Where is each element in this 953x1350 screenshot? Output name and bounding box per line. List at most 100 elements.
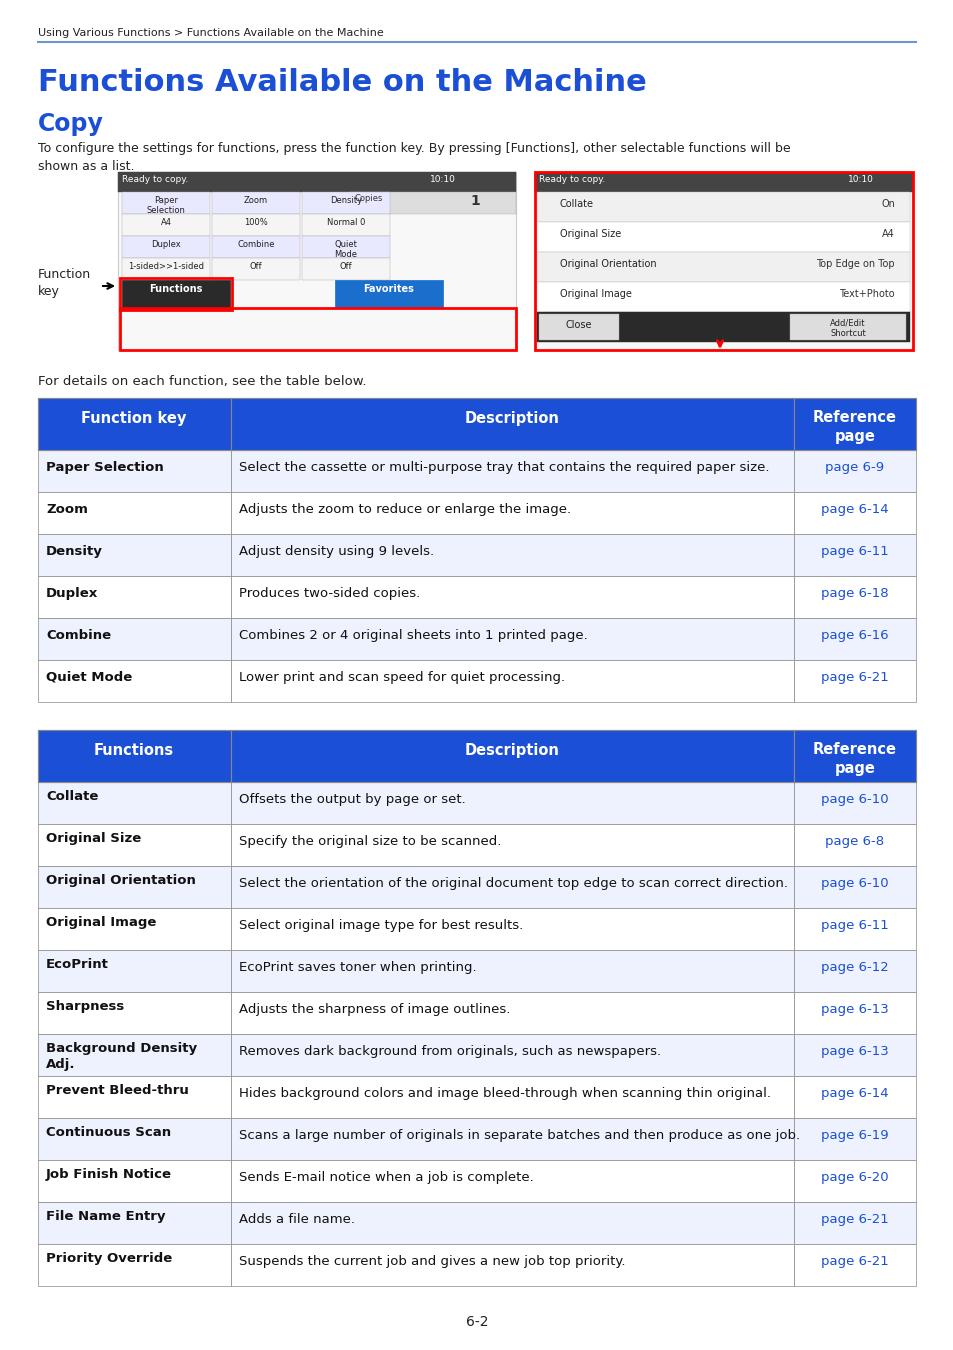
Bar [38,730,231,782]
Bar [231,824,793,865]
Bar [793,1076,915,1118]
Bar [231,992,793,1034]
Text: Specify the original size to be scanned.: Specify the original size to be scanned. [239,836,501,848]
Text: Top Edge on Top: Top Edge on Top [816,259,894,269]
Bar [793,660,915,702]
Text: Offsets the output by page or set.: Offsets the output by page or set. [239,792,465,806]
Text: Function
key: Function key [38,269,91,298]
Bar [38,450,231,491]
Text: For details on each function, see the table below.: For details on each function, see the ta… [38,375,366,387]
Text: Collate: Collate [559,198,594,209]
Bar [302,192,390,215]
Text: page 6-14: page 6-14 [821,1087,888,1100]
Text: Copies: Copies [355,194,383,202]
Text: Functions: Functions [150,284,202,294]
Bar [38,576,231,618]
Text: Reference
page: Reference page [812,743,896,776]
Bar [38,1243,231,1287]
Text: Functions Available on the Machine: Functions Available on the Machine [38,68,646,97]
Text: Reference
page: Reference page [812,410,896,444]
Text: 6-2: 6-2 [465,1315,488,1328]
Text: Select the cassette or multi-purpose tray that contains the required paper size.: Select the cassette or multi-purpose tra… [239,460,769,474]
Bar [302,236,390,258]
Text: page 6-18: page 6-18 [821,587,888,599]
Bar [38,535,231,576]
Text: page 6-10: page 6-10 [821,878,888,890]
Bar [118,171,516,350]
Text: Combine: Combine [46,629,111,643]
Bar [38,1118,231,1160]
Text: Suspends the current job and gives a new job top priority.: Suspends the current job and gives a new… [239,1256,625,1268]
Text: Lower print and scan speed for quiet processing.: Lower print and scan speed for quiet pro… [239,671,564,684]
Text: Off: Off [339,262,352,271]
Text: 1: 1 [470,194,479,208]
Text: A4: A4 [882,230,894,239]
Bar [38,782,231,824]
Text: Combines 2 or 4 original sheets into 1 printed page.: Combines 2 or 4 original sheets into 1 p… [239,629,587,643]
Text: Continuous Scan: Continuous Scan [46,1126,171,1139]
Text: page 6-10: page 6-10 [821,792,888,806]
Bar [535,171,912,350]
Text: page 6-14: page 6-14 [821,504,888,516]
Text: Copy: Copy [38,112,104,136]
Text: Original Orientation: Original Orientation [46,873,195,887]
Bar [231,1202,793,1243]
Bar [231,618,793,660]
Bar [231,1118,793,1160]
Bar [538,315,618,340]
Bar [231,950,793,992]
Bar [793,992,915,1034]
Bar [793,576,915,618]
Bar [122,215,210,236]
Text: Zoom: Zoom [46,504,88,516]
Bar [537,221,909,252]
Bar [537,192,909,221]
Bar [38,618,231,660]
Text: Collate: Collate [46,790,98,803]
Bar [793,950,915,992]
Text: Produces two-sided copies.: Produces two-sided copies. [239,587,420,599]
Text: Off: Off [250,262,262,271]
Text: page 6-13: page 6-13 [821,1045,888,1058]
Bar [793,1202,915,1243]
Text: 100%: 100% [244,217,268,227]
Text: Original Size: Original Size [46,832,141,845]
Text: page 6-21: page 6-21 [821,1214,888,1226]
Text: Original Orientation: Original Orientation [559,259,656,269]
Text: Original Size: Original Size [559,230,620,239]
Bar [120,278,232,310]
Text: Sharpness: Sharpness [46,1000,124,1012]
Bar [793,782,915,824]
Text: Job Finish Notice: Job Finish Notice [46,1168,172,1181]
Bar [38,1076,231,1118]
Bar [302,215,390,236]
Bar [231,660,793,702]
Text: page 6-11: page 6-11 [821,919,888,931]
Text: Select the orientation of the original document top edge to scan correct directi: Select the orientation of the original d… [239,878,787,890]
Text: Adds a file name.: Adds a file name. [239,1214,355,1226]
Text: Select original image type for best results.: Select original image type for best resu… [239,919,522,931]
Text: page 6-19: page 6-19 [821,1129,888,1142]
Text: Favorites: Favorites [363,284,414,294]
Text: Original Image: Original Image [559,289,631,298]
Text: Quiet
Mode: Quiet Mode [335,240,357,259]
Bar [231,1160,793,1202]
Bar [793,398,915,450]
Text: Paper Selection: Paper Selection [46,460,164,474]
Text: EcoPrint: EcoPrint [46,958,109,971]
Text: Ready to copy.: Ready to copy. [122,176,188,184]
Text: 10:10: 10:10 [430,176,456,184]
Bar [793,730,915,782]
Text: Text+Photo: Text+Photo [839,289,894,298]
Text: page 6-16: page 6-16 [821,629,888,643]
Text: page 6-20: page 6-20 [821,1170,888,1184]
Text: Combine: Combine [237,240,274,248]
Bar [535,171,912,192]
Bar [122,279,230,308]
Bar [793,618,915,660]
Bar [38,730,915,782]
Bar [231,1243,793,1287]
Bar [231,535,793,576]
Bar [38,491,231,535]
Bar [537,282,909,312]
